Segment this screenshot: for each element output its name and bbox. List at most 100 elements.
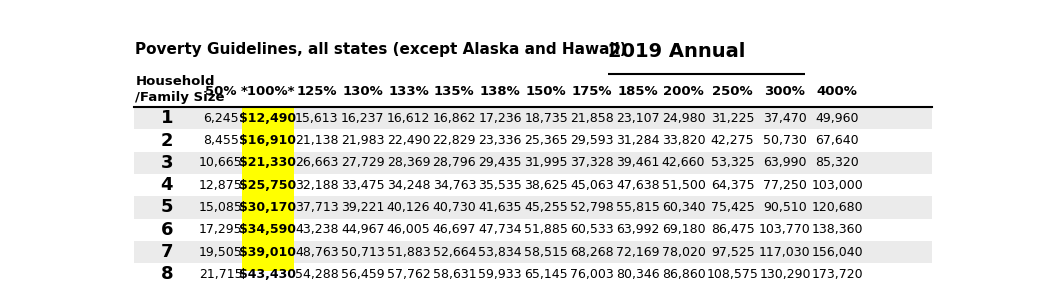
Text: 8,455: 8,455	[202, 134, 239, 147]
Text: 78,020: 78,020	[661, 246, 706, 259]
Text: 150%: 150%	[525, 85, 567, 98]
Text: 6,245: 6,245	[202, 112, 239, 125]
Text: 45,063: 45,063	[570, 179, 613, 192]
Text: 27,729: 27,729	[340, 156, 384, 169]
Text: 12,875: 12,875	[199, 179, 243, 192]
Text: 86,860: 86,860	[662, 268, 706, 281]
Text: Poverty Guidelines, all states (except Alaska and Hawaii): Poverty Guidelines, all states (except A…	[135, 42, 627, 57]
Text: 47,638: 47,638	[616, 179, 659, 192]
Text: 17,295: 17,295	[199, 223, 243, 236]
Text: 300%: 300%	[765, 85, 805, 98]
Text: 63,992: 63,992	[617, 223, 659, 236]
Text: 76,003: 76,003	[570, 268, 613, 281]
Text: 68,268: 68,268	[570, 246, 613, 259]
Text: 133%: 133%	[388, 85, 429, 98]
Bar	[134, 219, 932, 241]
Text: 29,435: 29,435	[479, 156, 522, 169]
Text: 85,320: 85,320	[816, 156, 859, 169]
Bar	[134, 241, 932, 263]
Text: 60,340: 60,340	[662, 201, 706, 214]
Text: 120,680: 120,680	[812, 201, 863, 214]
Text: $39,010: $39,010	[239, 246, 296, 259]
Text: 400%: 400%	[817, 85, 857, 98]
Text: 16,862: 16,862	[433, 112, 476, 125]
Text: 22,829: 22,829	[433, 134, 476, 147]
Text: 39,221: 39,221	[340, 201, 384, 214]
Text: 17,236: 17,236	[479, 112, 522, 125]
Text: 2: 2	[161, 131, 173, 149]
Text: $16,910: $16,910	[239, 134, 296, 147]
Text: 130%: 130%	[343, 85, 383, 98]
Text: 6: 6	[161, 221, 173, 239]
Text: 22,490: 22,490	[387, 134, 430, 147]
Text: 117,030: 117,030	[759, 246, 811, 259]
Text: 8: 8	[161, 265, 173, 283]
Text: 250%: 250%	[712, 85, 753, 98]
Text: 35,535: 35,535	[479, 179, 522, 192]
Bar	[242, 107, 294, 285]
Text: 15,613: 15,613	[295, 112, 338, 125]
Bar	[134, 174, 932, 196]
Text: $34,590: $34,590	[239, 223, 296, 236]
Text: 90,510: 90,510	[763, 201, 807, 214]
Text: 31,225: 31,225	[711, 112, 755, 125]
Text: 54,288: 54,288	[295, 268, 338, 281]
Text: 51,500: 51,500	[661, 179, 706, 192]
Text: 38,625: 38,625	[524, 179, 568, 192]
Text: 21,715: 21,715	[199, 268, 243, 281]
Text: 57,762: 57,762	[386, 268, 431, 281]
Text: 7: 7	[161, 243, 173, 261]
Text: 51,883: 51,883	[386, 246, 431, 259]
Text: 138,360: 138,360	[812, 223, 863, 236]
Text: 52,664: 52,664	[433, 246, 476, 259]
Text: 75,425: 75,425	[711, 201, 755, 214]
Text: 37,713: 37,713	[295, 201, 338, 214]
Text: 200%: 200%	[663, 85, 704, 98]
Text: 34,763: 34,763	[433, 179, 476, 192]
Text: 39,461: 39,461	[617, 156, 659, 169]
Text: 156,040: 156,040	[812, 246, 863, 259]
Text: 19,505: 19,505	[199, 246, 243, 259]
Text: $12,490: $12,490	[239, 112, 296, 125]
Text: 50,713: 50,713	[340, 246, 384, 259]
Text: 23,336: 23,336	[479, 134, 522, 147]
Text: 40,126: 40,126	[387, 201, 430, 214]
Text: 16,612: 16,612	[387, 112, 430, 125]
Text: $43,430: $43,430	[239, 268, 296, 281]
Text: 42,275: 42,275	[711, 134, 755, 147]
Text: 58,515: 58,515	[524, 246, 568, 259]
Text: 42,660: 42,660	[662, 156, 706, 169]
Text: 15,085: 15,085	[198, 201, 243, 214]
Text: 48,763: 48,763	[295, 246, 338, 259]
Text: 52,798: 52,798	[570, 201, 613, 214]
Bar	[134, 196, 932, 219]
Text: 130,290: 130,290	[759, 268, 811, 281]
Text: 59,933: 59,933	[479, 268, 522, 281]
Text: 23,107: 23,107	[616, 112, 659, 125]
Bar	[134, 263, 932, 285]
Text: 32,188: 32,188	[295, 179, 338, 192]
Text: 26,663: 26,663	[295, 156, 338, 169]
Text: 53,325: 53,325	[711, 156, 755, 169]
Text: 34,248: 34,248	[387, 179, 430, 192]
Bar	[134, 152, 932, 174]
Text: 46,697: 46,697	[433, 223, 476, 236]
Text: 3: 3	[161, 154, 173, 172]
Text: 37,470: 37,470	[763, 112, 807, 125]
Text: 25,365: 25,365	[524, 134, 568, 147]
Text: 33,820: 33,820	[662, 134, 706, 147]
Text: 67,640: 67,640	[816, 134, 859, 147]
Text: 50%: 50%	[204, 85, 237, 98]
Text: 69,180: 69,180	[662, 223, 706, 236]
Text: 138%: 138%	[480, 85, 521, 98]
Text: 103,000: 103,000	[812, 179, 864, 192]
Text: 44,967: 44,967	[340, 223, 384, 236]
Text: 41,635: 41,635	[479, 201, 522, 214]
Text: 28,796: 28,796	[433, 156, 476, 169]
Text: 1: 1	[161, 109, 173, 127]
Text: 135%: 135%	[434, 85, 474, 98]
Text: *100%*: *100%*	[241, 85, 295, 98]
Text: 125%: 125%	[297, 85, 337, 98]
Text: Household
/Family Size: Household /Family Size	[135, 75, 225, 104]
Text: 64,375: 64,375	[711, 179, 755, 192]
